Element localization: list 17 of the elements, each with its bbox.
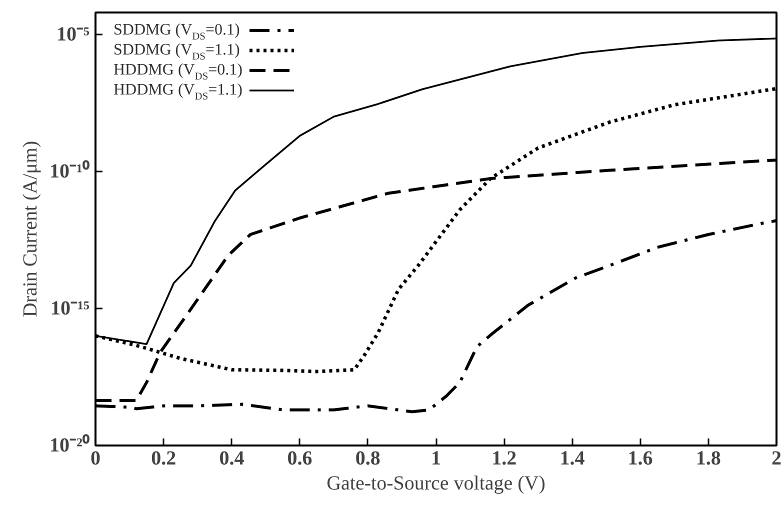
x-tick-label: 0.2 bbox=[151, 448, 176, 470]
x-tick-label: 0 bbox=[90, 448, 100, 470]
x-tick-label: 2 bbox=[772, 448, 782, 470]
x-tick-label: 0.4 bbox=[219, 448, 244, 470]
y-tick-label: 10⁻¹⁵ bbox=[50, 297, 90, 320]
y-tick-label: 10⁻²⁰ bbox=[50, 434, 90, 456]
x-tick-label: 1 bbox=[431, 448, 441, 470]
x-tick-label: 1.8 bbox=[696, 448, 721, 470]
x-tick-label: 1.2 bbox=[492, 448, 517, 470]
y-axis-title: Drain Current (A/μm) bbox=[20, 140, 42, 318]
x-tick-label: 0.8 bbox=[355, 448, 380, 470]
y-tick-label: 10⁻¹⁰ bbox=[50, 159, 90, 182]
x-tick-label: 1.4 bbox=[560, 448, 585, 470]
x-tick-label: 0.6 bbox=[287, 448, 312, 470]
x-tick-label: 1.6 bbox=[628, 448, 653, 470]
y-tick-label: 10⁻⁵ bbox=[56, 23, 90, 46]
x-axis-title: Gate-to-Source voltage (V) bbox=[326, 472, 546, 494]
